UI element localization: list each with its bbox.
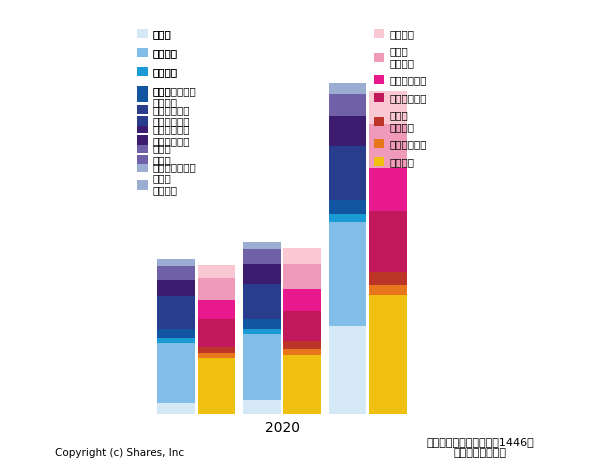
Bar — [369, 295, 407, 414]
Bar — [329, 214, 367, 222]
Bar — [369, 272, 407, 285]
Bar — [197, 278, 235, 300]
Bar — [329, 146, 367, 201]
Bar — [243, 283, 281, 319]
Bar — [329, 83, 367, 94]
Bar — [243, 250, 281, 265]
Bar — [197, 300, 235, 319]
Bar — [329, 201, 367, 214]
Bar — [197, 319, 235, 347]
Bar — [243, 319, 281, 329]
Text: Copyright (c) Shares, Inc: Copyright (c) Shares, Inc — [55, 448, 185, 458]
Bar — [157, 280, 195, 296]
Bar — [283, 341, 321, 349]
Bar — [369, 168, 407, 212]
Bar — [369, 91, 407, 124]
Bar — [197, 265, 235, 278]
Bar — [157, 343, 195, 403]
Bar — [157, 329, 195, 338]
Bar — [157, 338, 195, 343]
Bar — [369, 285, 407, 295]
Bar — [283, 248, 321, 265]
Bar — [329, 116, 367, 146]
Bar — [369, 124, 407, 168]
Bar — [197, 353, 235, 358]
Bar — [283, 265, 321, 289]
Bar — [329, 222, 367, 326]
Bar — [157, 259, 195, 266]
Bar — [369, 212, 407, 272]
Bar — [157, 403, 195, 414]
Bar — [283, 354, 321, 414]
Text: 株式会社キャンディル（1446）
（単位：百万円）: 株式会社キャンディル（1446） （単位：百万円） — [426, 437, 534, 458]
Bar — [157, 266, 195, 280]
Bar — [197, 347, 235, 353]
Bar — [329, 94, 367, 116]
Bar — [243, 242, 281, 250]
Bar — [157, 296, 195, 329]
Legend: 現金等, 売上債権, 棚卸資産, その他
流動資産, 有形固定資産, 無形固定資産, 投資等, その他
固定資産: 現金等, 売上債権, 棚卸資産, その他 流動資産, 有形固定資産, 無形固定資… — [137, 29, 190, 195]
Bar — [243, 329, 281, 334]
Bar — [283, 311, 321, 341]
Bar — [243, 334, 281, 400]
Bar — [283, 289, 321, 311]
Bar — [329, 326, 367, 414]
Bar — [243, 265, 281, 283]
Bar — [243, 400, 281, 414]
Bar — [283, 349, 321, 354]
Bar — [197, 358, 235, 414]
